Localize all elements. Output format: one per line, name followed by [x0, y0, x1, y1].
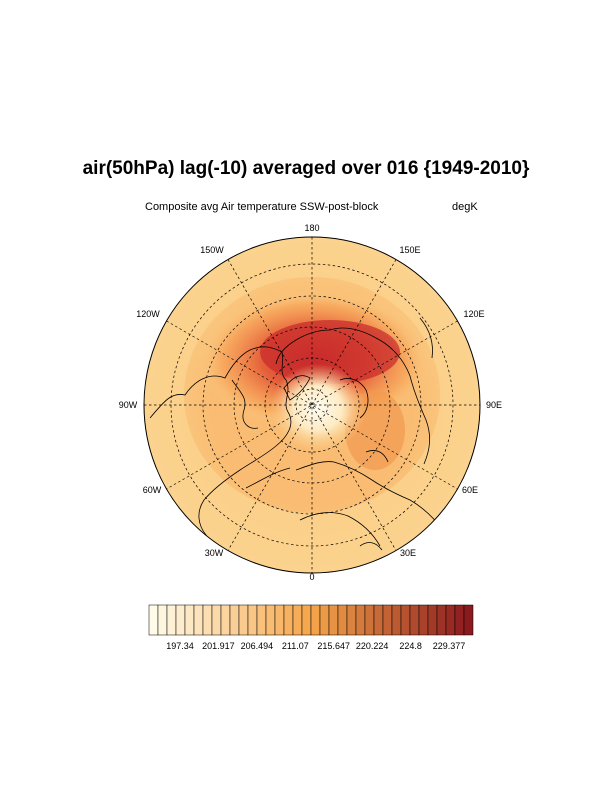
- lon-label-30w: 30W: [205, 548, 224, 558]
- colorbar-box: [157, 604, 168, 636]
- colorbar-box: [175, 604, 186, 636]
- lon-label-120w: 120W: [136, 309, 160, 319]
- colorbar-tick-label: 206.494: [241, 641, 274, 651]
- plot-title: air(50hPa) lag(-10) averaged over 016 {1…: [82, 158, 530, 179]
- colorbar-tick-label: 224.8: [399, 641, 422, 651]
- graticule: [144, 237, 480, 573]
- colorbar-box: [319, 604, 330, 636]
- coastlines: [149, 317, 447, 563]
- lon-label-150w: 150W: [200, 245, 224, 255]
- colorbar-tick-label: 197.34: [166, 641, 194, 651]
- colorbar-box: [265, 604, 276, 636]
- lon-label-180: 180: [304, 223, 319, 233]
- lon-label-60e: 60E: [462, 485, 478, 495]
- colorbar-box: [436, 604, 447, 636]
- colorbar-box: [247, 604, 258, 636]
- colorbar-box: [427, 604, 438, 636]
- colorbar-box: [256, 604, 267, 636]
- colorbar-box: [445, 604, 456, 636]
- lon-label-150e: 150E: [399, 245, 420, 255]
- colorbar-tick-label: 220.224: [356, 641, 389, 651]
- colorbar: 197.34 201.917 206.494 211.07 215.647 220.224…: [148, 604, 474, 651]
- colorbar-tick-label: 215.647: [317, 641, 350, 651]
- units-label: degK: [452, 201, 478, 213]
- colorbar-box: [220, 604, 231, 636]
- colorbar-box: [274, 604, 285, 636]
- lon-label-30e: 30E: [400, 548, 416, 558]
- colorbar-tick-label: 229.377: [433, 641, 466, 651]
- colorbar-box: [229, 604, 240, 636]
- colorbar-box: [400, 604, 411, 636]
- colorbar-box: [454, 604, 465, 636]
- colorbar-box: [328, 604, 339, 636]
- colorbar-box: [283, 604, 294, 636]
- colorbar-box: [310, 604, 321, 636]
- colorbar-box: [211, 604, 222, 636]
- lon-label-0: 0: [309, 572, 314, 582]
- colorbar-box: [364, 604, 375, 636]
- lon-label-60w: 60W: [143, 485, 162, 495]
- colorbar-box: [238, 604, 249, 636]
- colorbar-box: [184, 604, 195, 636]
- map-boundary: [143, 236, 481, 574]
- colorbar-box: [148, 604, 159, 636]
- lon-label-90e: 90E: [486, 400, 502, 410]
- plot-subtitle: Composite avg Air temperature SSW-post-b…: [145, 201, 379, 213]
- colorbar-box: [373, 604, 384, 636]
- colorbar-box: [418, 604, 429, 636]
- colorbar-box: [409, 604, 420, 636]
- colorbar-box: [355, 604, 366, 636]
- colorbar-box: [193, 604, 204, 636]
- colorbar-box: [382, 604, 393, 636]
- colorbar-box: [463, 604, 474, 636]
- colorbar-box: [337, 604, 348, 636]
- colorbar-box: [391, 604, 402, 636]
- colorbar-box: [202, 604, 213, 636]
- colorbar-box: [166, 604, 177, 636]
- colorbar-box: [346, 604, 357, 636]
- colorbar-box: [301, 604, 312, 636]
- lon-label-120e: 120E: [463, 309, 484, 319]
- colorbar-tick-label: 211.07: [282, 641, 309, 651]
- colorbar-tick-label: 201.917: [202, 641, 235, 651]
- lon-label-90w: 90W: [119, 400, 138, 410]
- colorbar-box: [292, 604, 303, 636]
